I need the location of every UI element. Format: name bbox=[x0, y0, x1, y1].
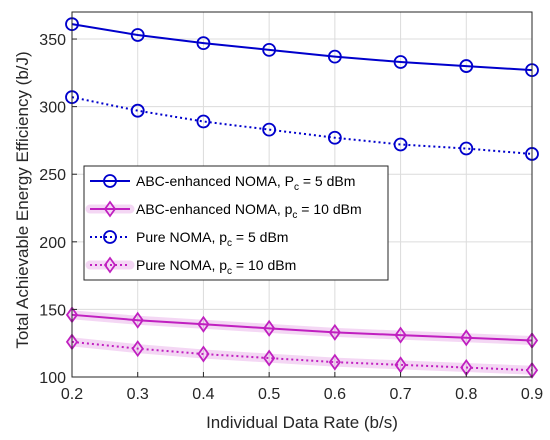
series-4 bbox=[65, 333, 539, 379]
series-1-point bbox=[196, 36, 211, 50]
series-3-point bbox=[393, 137, 408, 152]
x-tick-label: 0.4 bbox=[192, 386, 214, 403]
legend-marker bbox=[103, 256, 117, 274]
series-2-point bbox=[394, 326, 407, 344]
series-1-point bbox=[262, 42, 277, 57]
legend-label: ABC-enhanced NOMA, Pc = 5 dBm bbox=[136, 173, 355, 193]
series-1-point bbox=[459, 59, 474, 73]
x-tick-label: 0.2 bbox=[61, 386, 83, 403]
series-2-point bbox=[197, 315, 210, 333]
series-3-point bbox=[130, 103, 145, 118]
series-2-point bbox=[460, 329, 473, 347]
series-layer bbox=[65, 17, 539, 379]
tick-labels: 0.2 0.3 0.4 0.5 0.6 0.7 0.8 0.9 100 150 200 250 300 3… bbox=[39, 32, 543, 403]
y-tick-label: 150 bbox=[39, 302, 66, 319]
series-1-point bbox=[393, 55, 408, 69]
series-4-line bbox=[71, 340, 533, 372]
axes-box bbox=[71, 11, 533, 378]
series-2-point bbox=[131, 311, 144, 329]
y-tick-label: 300 bbox=[39, 100, 66, 117]
series-2-point bbox=[263, 319, 276, 337]
series-1 bbox=[65, 17, 539, 78]
legend-label: Pure NOMA, pc = 5 dBm bbox=[136, 229, 288, 249]
series-2-line bbox=[71, 313, 533, 342]
series-3 bbox=[65, 90, 539, 161]
legend-item-1: ABC-enhanced NOMA, Pc = 5 dBm bbox=[90, 173, 355, 193]
x-tick-label: 0.8 bbox=[455, 386, 477, 403]
y-tick-label: 200 bbox=[39, 235, 66, 252]
legend-marker bbox=[103, 174, 117, 188]
legend-marker bbox=[103, 200, 117, 218]
y-axis-label: Total Achievable Energy Efficiency (b/J) bbox=[13, 51, 32, 348]
x-tick-label: 0.3 bbox=[127, 386, 149, 403]
x-axis-label: Individual Data Rate (b/s) bbox=[206, 413, 398, 432]
legend-box bbox=[83, 165, 389, 281]
series-3-point bbox=[459, 141, 474, 156]
series-4-point bbox=[263, 349, 276, 367]
series-3-point bbox=[327, 130, 342, 145]
series-3-point bbox=[196, 114, 211, 129]
legend-label: Pure NOMA, pc = 10 dBm bbox=[136, 257, 296, 277]
legend-label: ABC-enhanced NOMA, pc = 10 dBm bbox=[136, 201, 362, 221]
series-1-point bbox=[130, 28, 145, 42]
x-tick-label: 0.9 bbox=[521, 386, 543, 403]
legend: ABC-enhanced NOMA, Pc = 5 dBm ABC-enhance… bbox=[83, 165, 389, 281]
y-tick-label: 250 bbox=[39, 167, 66, 184]
y-tick-label: 100 bbox=[39, 370, 66, 387]
series-2 bbox=[65, 306, 539, 350]
series-4-point bbox=[197, 345, 210, 363]
series-4-point bbox=[394, 356, 407, 374]
legend-item-2: ABC-enhanced NOMA, pc = 10 dBm bbox=[85, 200, 362, 221]
series-4-point bbox=[131, 340, 144, 358]
axes bbox=[71, 11, 533, 378]
legend-marker bbox=[103, 230, 117, 244]
y-tick-label: 350 bbox=[39, 32, 66, 49]
x-tick-label: 0.5 bbox=[258, 386, 280, 403]
legend-item-4: Pure NOMA, pc = 10 dBm bbox=[85, 256, 296, 277]
series-3-point bbox=[262, 122, 277, 137]
x-tick-label: 0.7 bbox=[389, 386, 411, 403]
series-4-point bbox=[328, 353, 341, 371]
x-tick-label: 0.6 bbox=[324, 386, 346, 403]
series-1-point bbox=[327, 49, 342, 64]
series-2-point bbox=[328, 323, 341, 341]
legend-item-3: Pure NOMA, pc = 5 dBm bbox=[90, 229, 288, 249]
series-1-line bbox=[71, 23, 533, 72]
